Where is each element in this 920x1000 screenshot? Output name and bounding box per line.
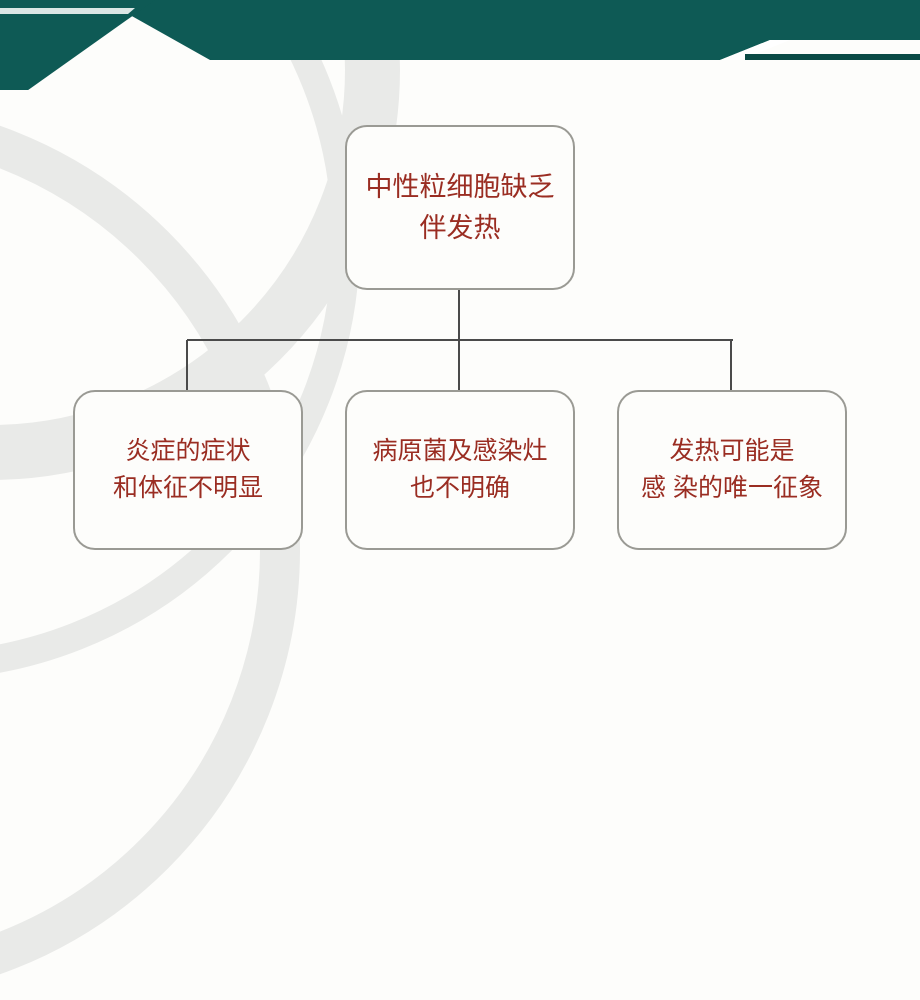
tree-child-node: 病原菌及感染灶 也不明确 [345,390,575,550]
tree-root-node: 中性粒细胞缺乏 伴发热 [345,125,575,290]
child2-line1: 发热可能是 [669,437,794,465]
child0-line1: 炎症的症状 [125,437,250,465]
org-tree-diagram: 中性粒细胞缺乏 伴发热 炎症的症状 和体征不明显 病原菌及感染灶 也不明确 发热… [0,0,920,690]
connector-drop-2 [730,340,732,390]
tree-child-node: 发热可能是 感 染的唯一征象 [617,390,847,550]
child1-line1: 病原菌及感染灶 [372,437,547,465]
tree-child-node: 炎症的症状 和体征不明显 [73,390,303,550]
connector-trunk [458,290,460,340]
child0-line2: 和体征不明显 [113,474,263,502]
root-line2: 伴发热 [420,213,501,243]
connector-drop-1 [458,340,460,390]
connector-drop-0 [186,340,188,390]
child1-line2: 也不明确 [410,474,510,502]
child2-line2: 感 染的唯一征象 [641,474,823,502]
root-line1: 中性粒细胞缺乏 [366,172,555,202]
connector-hbar [187,339,733,341]
